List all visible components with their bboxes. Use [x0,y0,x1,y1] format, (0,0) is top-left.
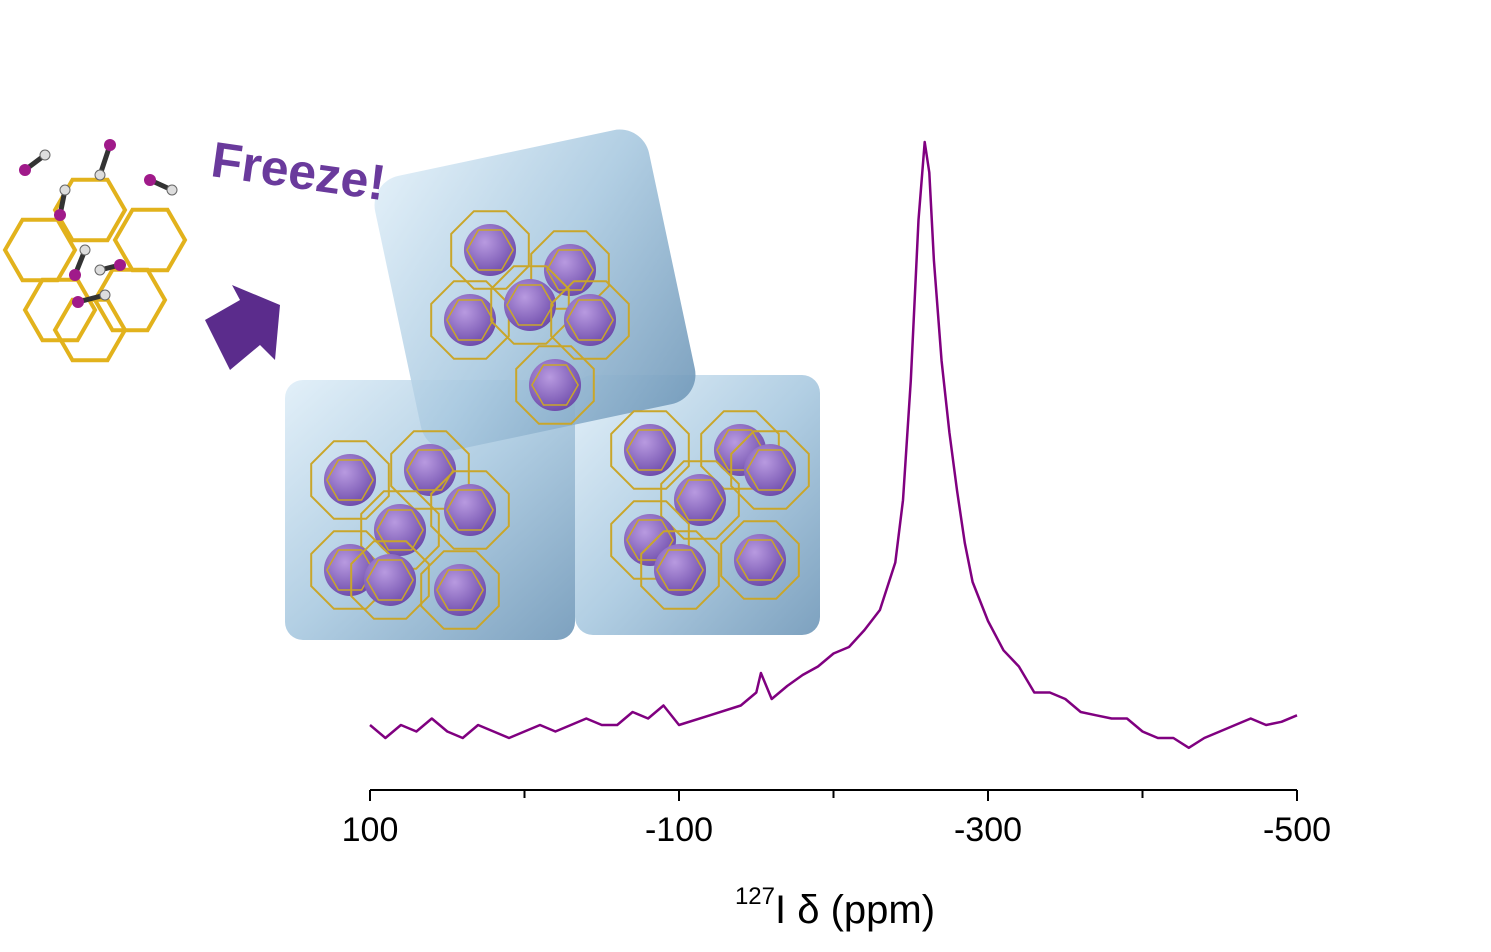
x-tick-label: -300 [954,811,1022,849]
guest-atom [653,543,707,597]
guest-atom [443,293,497,347]
framework-cage [446,489,494,531]
framework-cage [446,299,494,341]
framework-cage [390,430,470,510]
x-axis-label: 127I δ (ppm) [735,883,935,931]
framework-cage [730,430,810,510]
iodine-atom [72,296,84,308]
arrow [205,285,280,370]
framework-cage [531,364,579,406]
hydrogen-atom [59,184,71,196]
hydrogen-atom [99,289,111,301]
guest-atom [373,503,427,557]
framework-cage [406,449,454,491]
framework-cage [515,345,595,425]
guest-atom [563,293,617,347]
guest-atom [433,563,487,617]
guest-atom [503,278,557,332]
framework-cage [430,280,510,360]
framework-small [112,207,188,273]
hydrogen-atom [79,244,91,256]
iodine-atom [69,269,81,281]
hydrogen-atom [94,264,106,276]
spectrum-line [369,140,1298,750]
guest-atom [623,423,677,477]
framework-small [22,277,98,343]
hydrogen-atom [166,184,178,196]
framework-cage [626,429,674,471]
framework-cage [640,530,720,610]
guest-atom [463,223,517,277]
framework-cage [450,210,530,290]
framework-small [52,177,128,243]
framework-cage [736,539,784,581]
guest-atom [673,473,727,527]
framework-cage [656,549,704,591]
x-label-sup: 127 [735,883,775,910]
framework-cage [366,559,414,601]
framework-cage [326,459,374,501]
x-label-text: I δ (ppm) [775,888,935,932]
framework-cage [350,540,430,620]
iodine-atom [104,139,116,151]
guest-atom [543,243,597,297]
guest-atom [443,483,497,537]
guest-atom [528,358,582,412]
framework-cage [720,520,800,600]
framework-cage [436,569,484,611]
framework-cage [310,530,390,610]
iodine-atom [54,209,66,221]
framework-cage [610,500,690,580]
hydrogen-atom [39,149,51,161]
framework-cage [376,509,424,551]
framework-cage [676,479,724,521]
x-tick-label: -100 [645,811,713,849]
iodine-atom [144,174,156,186]
framework-cage [700,410,780,490]
framework-cage [466,229,514,271]
framework-cage [490,265,570,345]
illustration [2,129,820,640]
iodine-atom [114,259,126,271]
guest-atom [323,543,377,597]
guest-atom [743,443,797,497]
framework-cage [746,449,794,491]
framework-cage [430,470,510,550]
framework-cage [566,299,614,341]
iodine-atom [19,164,31,176]
framework-cage [660,460,740,540]
framework-cage [506,284,554,326]
annotation: Freeze! [208,131,389,211]
framework-cage [546,249,594,291]
guest-atom [363,553,417,607]
framework-cage [420,550,500,630]
x-tick-label: -500 [1263,811,1331,849]
hydrogen-atom [94,169,106,181]
guest-atom [323,453,377,507]
x-tick-label: 100 [342,811,399,849]
framework-cage [310,440,390,520]
framework-cage [326,549,374,591]
guest-atom [403,443,457,497]
framework-cage [610,410,690,490]
framework-cage [550,280,630,360]
guest-atom [733,533,787,587]
